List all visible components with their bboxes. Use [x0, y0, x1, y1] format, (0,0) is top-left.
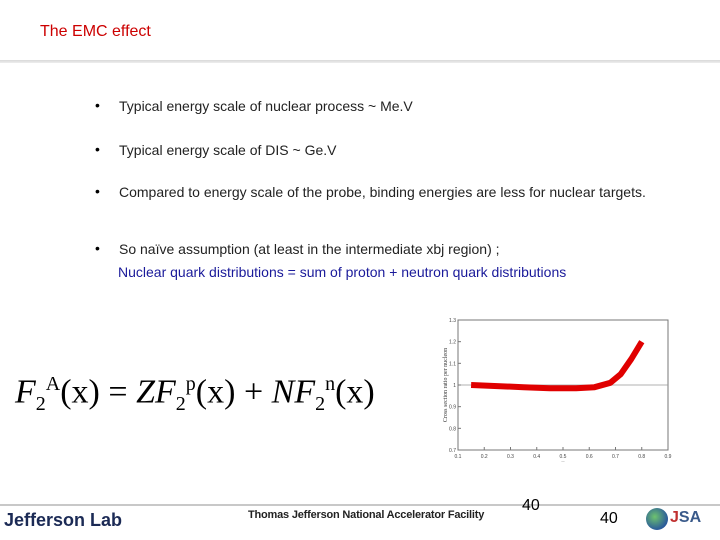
x-tick-label: 0.3 [507, 454, 514, 460]
x-tick-label: 0.9 [665, 454, 672, 460]
bullet-marker: • [95, 97, 100, 113]
footer-divider [0, 504, 720, 506]
structure-function-formula: F2A(x) = ZF2p(x) + NF2n(x) [15, 373, 375, 416]
x-tick-label: 0.2 [481, 454, 488, 460]
formula-arg: (x) [335, 373, 375, 411]
formula-term: F [155, 373, 176, 411]
formula-superscript: A [45, 373, 61, 395]
slide-title: The EMC effect [40, 23, 151, 40]
page-number: 40 [522, 497, 540, 514]
x-tick-label: 0.8 [638, 454, 645, 460]
y-tick-label: 1.1 [449, 361, 456, 367]
bullet-naive-assumption: So naïve assumption (at least in the int… [119, 241, 500, 257]
x-tick-label: 0.5 [560, 454, 567, 460]
jefferson-lab-logo: Jefferson Lab [4, 510, 123, 530]
x-tick-label: 0.1 [455, 454, 462, 460]
x-axis-label: x [562, 461, 565, 462]
bullet-quark-distribution-sum: Nuclear quark distributions = sum of pro… [118, 264, 567, 280]
formula-superscript: p [185, 373, 196, 395]
bullet-nuclear-energy-scale: Typical energy scale of nuclear process … [119, 98, 413, 114]
page-number-secondary: 40 [600, 510, 618, 527]
emc-ratio-chart: 0.1 0.2 0.3 0.4 0.5 0.6 0.7 0.8 0.9 0.7 0.8 0.9 1 1.1… [443, 318, 672, 462]
formula-subscript: 2 [35, 393, 46, 416]
formula-equals: = [99, 373, 137, 411]
y-tick-label: 0.8 [449, 426, 456, 432]
jsa-logo: JSA [670, 509, 701, 527]
formula-arg: (x) [60, 373, 100, 411]
formula-superscript: n [325, 373, 336, 395]
x-tick-label: 0.4 [533, 454, 540, 460]
header-divider [0, 60, 720, 63]
bullet-dis-energy-scale: Typical energy scale of DIS ~ Ge.V [119, 142, 337, 158]
y-axis-label: Cross section ratio per nucleon [443, 348, 449, 422]
jsa-logo-j: J [670, 509, 679, 526]
y-tick-label: 1 [453, 383, 456, 389]
y-tick-label: 1.3 [449, 318, 456, 324]
x-tick-label: 0.7 [612, 454, 619, 460]
formula-coef: N [271, 373, 295, 411]
formula-subscript: 2 [175, 393, 186, 416]
formula-term: F [15, 373, 36, 411]
bullet-marker: • [95, 141, 100, 157]
formula-coef: Z [136, 373, 155, 411]
formula-subscript: 2 [315, 393, 326, 416]
emc-ratio-curve [470, 340, 645, 392]
y-tick-label: 0.7 [449, 448, 456, 454]
doe-seal-icon [646, 508, 668, 530]
bullet-marker: • [95, 183, 100, 199]
jsa-logo-rest: SA [678, 509, 702, 526]
y-tick-label: 1.2 [449, 340, 456, 346]
formula-term: F [294, 373, 316, 411]
x-tick-label: 0.6 [586, 454, 593, 460]
bullet-binding-energies: Compared to energy scale of the probe, b… [119, 184, 646, 200]
formula-arg: (x) [195, 373, 236, 411]
formula-plus: + [235, 373, 272, 411]
bullet-marker: • [95, 240, 100, 256]
y-tick-label: 0.9 [449, 405, 456, 411]
facility-name: Thomas Jefferson National Accelerator Fa… [248, 509, 485, 521]
